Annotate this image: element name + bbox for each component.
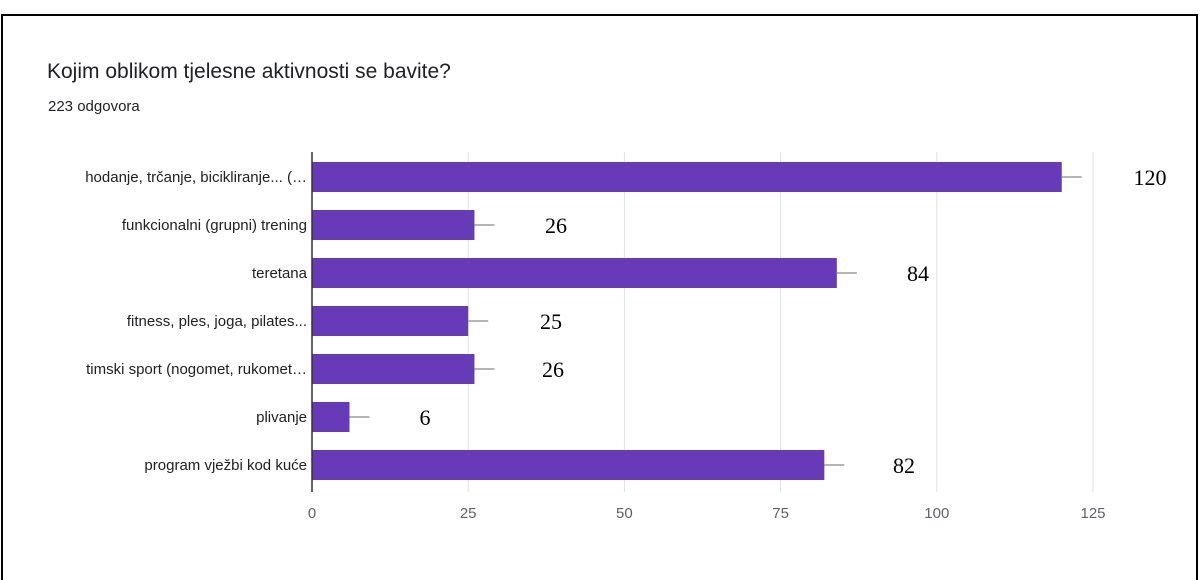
data-label: 26 [542,357,564,382]
labels: 0 25 50 75 100 125 hodanje, trčanje, biciklira… [85,165,1166,522]
bar [312,210,475,240]
chart-title: Kojim oblikom tjelesne aktivnosti se bav… [47,60,451,83]
bars [311,152,1082,492]
grid-lines [467,152,1094,492]
data-label: 25 [540,309,562,334]
category-label: funkcionalni (grupni) trening [122,217,307,234]
x-tick-label: 125 [1080,505,1105,522]
bar [312,450,825,480]
bar [312,354,475,384]
category-label: fitness, ples, joga, pilates... [127,313,307,330]
x-tick-label: 50 [616,505,633,522]
data-label: 84 [907,261,929,286]
data-label: 6 [420,405,431,430]
x-tick-label: 0 [308,505,316,522]
data-label: 82 [893,453,915,478]
x-tick-label: 100 [924,505,949,522]
category-label: hodanje, trčanje, bicikliranje... (… [85,169,307,186]
data-label: 26 [545,213,567,238]
category-label: timski sport (nogomet, rukomet… [86,361,307,378]
category-label: plivanje [256,409,307,426]
response-count: 223 odgovora [48,98,140,115]
x-tick-label: 75 [772,505,789,522]
data-label: 120 [1134,165,1167,190]
bar [312,258,837,288]
bar [312,162,1062,192]
category-label: teretana [252,265,308,282]
chart-frame [1,14,1198,580]
x-tick-label: 25 [460,505,477,522]
bar [312,402,350,432]
bar [312,306,469,336]
category-label: program vježbi kod kuće [144,457,307,474]
